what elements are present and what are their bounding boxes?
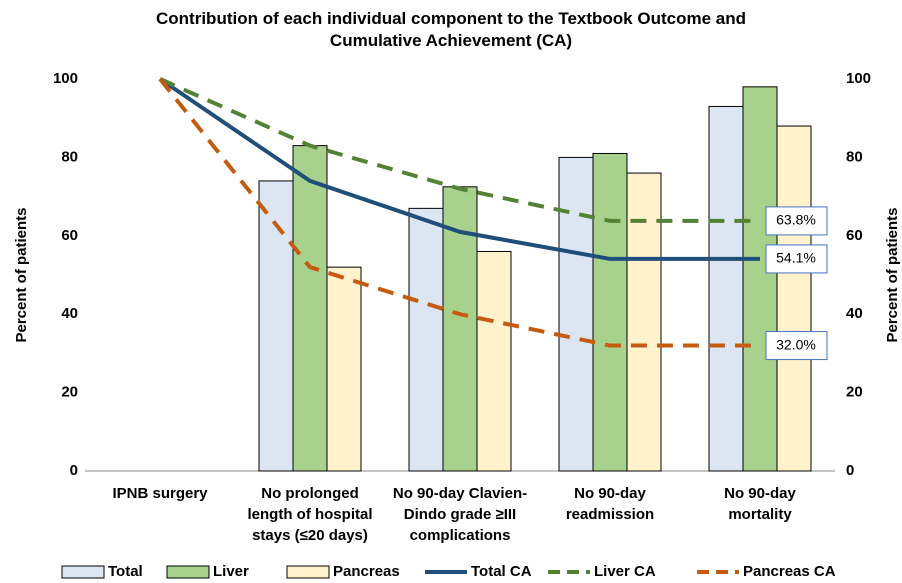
bar bbox=[326, 266, 362, 472]
ca-line bbox=[158, 77, 760, 348]
y2-tick-label: 40 bbox=[846, 305, 863, 322]
y2-tick-label: 80 bbox=[846, 148, 863, 165]
bar bbox=[708, 105, 744, 472]
y-tick-label: 80 bbox=[61, 148, 78, 165]
ca-line bbox=[158, 77, 760, 261]
legend-swatch bbox=[166, 565, 210, 579]
bar bbox=[592, 152, 628, 472]
ca-line bbox=[159, 77, 760, 223]
bar bbox=[476, 250, 512, 472]
y-axis-label: Percent of patients bbox=[13, 207, 30, 342]
y2-axis-label: Percent of patients bbox=[884, 207, 901, 342]
legend-swatch bbox=[61, 565, 105, 579]
y-tick-label: 60 bbox=[61, 227, 78, 244]
legend-label: Total bbox=[108, 563, 143, 580]
legend-label: Liver bbox=[213, 563, 249, 580]
y-tick-label: 40 bbox=[61, 305, 78, 322]
legend-label: Total CA bbox=[471, 563, 532, 580]
y2-tick-label: 100 bbox=[846, 70, 871, 87]
chart-title: Contribution of each individual componen… bbox=[156, 9, 746, 50]
value-label-box bbox=[765, 331, 828, 361]
value-label: 32.0% bbox=[776, 336, 816, 352]
value-label-box bbox=[765, 206, 828, 236]
bar bbox=[742, 86, 778, 472]
bar bbox=[408, 207, 444, 472]
value-label: 63.8% bbox=[776, 212, 816, 228]
x-tick-label: No 90-day readmission bbox=[566, 485, 654, 523]
y-tick-label: 20 bbox=[61, 384, 78, 401]
legend-label: Liver CA bbox=[594, 563, 656, 580]
x-tick-label: No 90-day Clavien-Dindo grade ≥III compli… bbox=[393, 485, 527, 544]
y2-tick-label: 60 bbox=[846, 227, 863, 244]
legend-label: Pancreas bbox=[333, 563, 400, 580]
y2-tick-label: 0 bbox=[846, 462, 854, 479]
y-tick-label: 0 bbox=[70, 462, 78, 479]
bar bbox=[292, 145, 328, 472]
bar bbox=[626, 172, 662, 472]
y-tick-label: 100 bbox=[53, 70, 78, 87]
x-tick-label: IPNB surgery bbox=[112, 485, 208, 502]
x-tick-label: No prolonged length of hospital stays (≤20… bbox=[248, 485, 373, 544]
bar bbox=[776, 125, 812, 472]
legend-swatch bbox=[286, 565, 330, 579]
y2-tick-label: 20 bbox=[846, 384, 863, 401]
value-label-box bbox=[765, 244, 828, 274]
bar bbox=[558, 156, 594, 472]
value-label: 54.1% bbox=[776, 250, 816, 266]
x-tick-label: No 90-day mortality bbox=[724, 485, 796, 523]
legend-label: Pancreas CA bbox=[743, 563, 836, 580]
